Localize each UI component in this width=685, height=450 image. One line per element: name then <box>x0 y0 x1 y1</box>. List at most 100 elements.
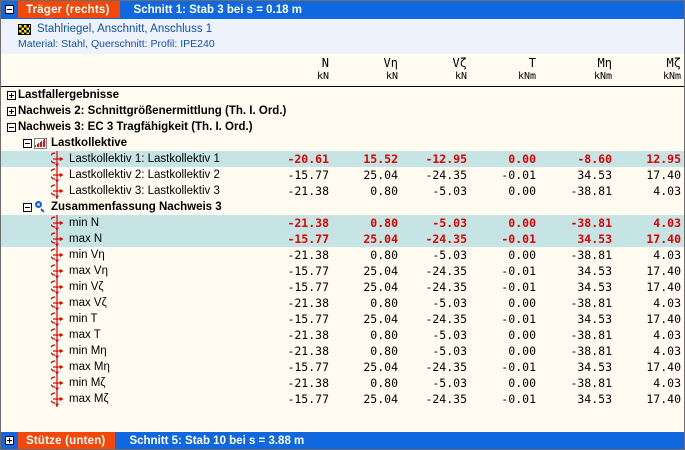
row-values: -21.38 0.80 -5.03 0.00 -38.81 4.03 <box>1 327 684 343</box>
value-cell-1: -21.38 <box>287 184 329 198</box>
minus-box-icon[interactable] <box>7 122 16 132</box>
row-expander-cell[interactable] <box>21 202 34 212</box>
node-lastkollektive[interactable]: Lastkollektive <box>1 135 684 151</box>
value-cell-4: -0.01 <box>501 392 536 406</box>
minus-box-icon[interactable] <box>23 202 32 212</box>
column-symbol: T <box>528 56 536 70</box>
checkered-section-icon <box>18 23 31 35</box>
column-header-5: Mη kNm <box>594 56 612 83</box>
row-lastkollektiv-1[interactable]: Lastkollektiv 1: Lastkollektiv 1 -20.61 15… <box>1 151 684 167</box>
member-info-details: Material: Stahl, Querschnitt: Profil: IP… <box>18 38 215 50</box>
results-tree: Lastfallergebnisse Nachweis 2: Schnittgrö… <box>1 87 684 407</box>
node-nachweis-2[interactable]: Nachweis 2: Schnittgrößenermittlung (Th.… <box>1 103 684 119</box>
value-cell-3: -5.03 <box>432 328 467 342</box>
bottom-member-name-label: Stütze (unten) <box>18 432 116 449</box>
member-header-stuetze-unten[interactable]: Stütze (unten) Schnitt 5: Stab 10 bei s … <box>1 432 684 449</box>
value-cell-2: 25.04 <box>363 392 398 406</box>
row-max-v-eta[interactable]: max Vη -15.77 25.04 -24.35 -0.01 34.53 17.40 <box>1 263 684 279</box>
value-cell-5: 34.53 <box>577 360 612 374</box>
bottom-expander-cell[interactable] <box>1 432 18 449</box>
value-cell-4: 0.00 <box>508 152 536 166</box>
value-cell-6: 4.03 <box>653 248 681 262</box>
row-min-n[interactable]: min N -21.38 0.80 -5.03 0.00 -38.81 4.03 <box>1 215 684 231</box>
row-min-m-eta[interactable]: min Mη -21.38 0.80 -5.03 0.00 -38.81 4.03 <box>1 343 684 359</box>
row-label: Lastkollektiv 3: Lastkollektiv 3 <box>69 185 220 197</box>
value-cell-4: -0.01 <box>501 312 536 326</box>
value-cell-6: 17.40 <box>646 280 681 294</box>
column-unit: kNm <box>517 71 536 82</box>
row-expander-cell[interactable] <box>5 106 18 116</box>
value-cell-1: -15.77 <box>287 280 329 294</box>
minus-box-icon[interactable] <box>5 5 14 14</box>
row-min-m-zeta[interactable]: min Mζ -21.38 0.80 -5.03 0.00 -38.81 4.03 <box>1 375 684 391</box>
value-cell-1: -15.77 <box>287 360 329 374</box>
value-cell-2: 15.52 <box>363 152 398 166</box>
value-cell-1: -21.38 <box>287 216 329 230</box>
value-cell-1: -15.77 <box>287 392 329 406</box>
value-cell-5: -38.81 <box>570 216 612 230</box>
value-cell-6: 4.03 <box>653 328 681 342</box>
row-min-v-eta[interactable]: min Vη -21.38 0.80 -5.03 0.00 -38.81 4.03 <box>1 247 684 263</box>
node-lastfallergebnisse[interactable]: Lastfallergebnisse <box>1 87 684 103</box>
row-label: max Vη <box>69 265 108 277</box>
row-min-v-zeta[interactable]: min Vζ -15.77 25.04 -24.35 -0.01 34.53 17.40 <box>1 279 684 295</box>
value-cell-4: 0.00 <box>508 248 536 262</box>
value-cell-5: -38.81 <box>570 184 612 198</box>
row-label: Lastkollektiv 1: Lastkollektiv 1 <box>69 153 220 165</box>
value-cell-6: 17.40 <box>646 360 681 374</box>
minus-box-icon[interactable] <box>23 138 32 148</box>
value-cell-3: -24.35 <box>425 360 467 374</box>
row-values: -21.38 0.80 -5.03 0.00 -38.81 4.03 <box>1 215 684 231</box>
plus-box-icon[interactable] <box>5 436 14 445</box>
row-label: Zusammenfassung Nachweis 3 <box>51 201 222 213</box>
plus-box-icon[interactable] <box>7 106 16 116</box>
row-expander-cell[interactable] <box>5 90 18 100</box>
row-max-m-zeta[interactable]: max Mζ -15.77 25.04 -24.35 -0.01 34.53 17.40 <box>1 391 684 407</box>
row-min-t[interactable]: min T -15.77 25.04 -24.35 -0.01 34.53 17.40 <box>1 311 684 327</box>
value-cell-2: 0.80 <box>370 184 398 198</box>
row-label: min T <box>69 313 98 325</box>
node-nachweis-3[interactable]: Nachweis 3: EC 3 Tragfähigkeit (Th. I. O… <box>1 119 684 135</box>
value-cell-2: 25.04 <box>363 280 398 294</box>
value-cell-6: 4.03 <box>653 376 681 390</box>
row-values: -15.77 25.04 -24.35 -0.01 34.53 17.40 <box>1 231 684 247</box>
member-info-block: Stahlriegel, Anschnitt, Anschluss 1 Mate… <box>1 19 684 54</box>
value-cell-5: 34.53 <box>577 280 612 294</box>
row-lastkollektiv-2[interactable]: Lastkollektiv 2: Lastkollektiv 2 -15.77 25… <box>1 167 684 183</box>
value-cell-2: 25.04 <box>363 312 398 326</box>
value-cell-1: -21.38 <box>287 376 329 390</box>
plus-box-icon[interactable] <box>7 90 16 100</box>
value-cell-1: -21.38 <box>287 296 329 310</box>
row-max-t[interactable]: max T -21.38 0.80 -5.03 0.00 -38.81 4.03 <box>1 327 684 343</box>
member-info-title: Stahlriegel, Anschnitt, Anschluss 1 <box>37 23 213 35</box>
row-label: Nachweis 3: EC 3 Tragfähigkeit (Th. I. O… <box>18 121 253 133</box>
row-max-m-eta[interactable]: max Mη -15.77 25.04 -24.35 -0.01 34.53 17.40 <box>1 359 684 375</box>
node-zusammenfassung-nachweis-3[interactable]: Zusammenfassung Nachweis 3 <box>1 199 684 215</box>
value-cell-4: -0.01 <box>501 168 536 182</box>
value-cell-5: 34.53 <box>577 168 612 182</box>
column-symbol: N <box>321 56 329 70</box>
internal-force-icon <box>51 215 65 231</box>
row-label: min Mη <box>69 345 107 357</box>
value-cell-2: 0.80 <box>370 344 398 358</box>
column-symbol: Mη <box>597 56 612 70</box>
value-cell-1: -21.38 <box>287 248 329 262</box>
row-max-n[interactable]: max N -15.77 25.04 -24.35 -0.01 34.53 17.40 <box>1 231 684 247</box>
row-label: max N <box>69 233 103 245</box>
row-label: min Vζ <box>69 281 104 293</box>
value-cell-5: -38.81 <box>570 248 612 262</box>
column-unit: kN <box>454 71 467 82</box>
value-cell-1: -15.77 <box>287 232 329 246</box>
bottom-member-section-label: Schnitt 5: Stab 10 bei s = 3.88 m <box>129 435 305 447</box>
value-cell-5: -38.81 <box>570 376 612 390</box>
internal-force-icon <box>51 263 65 279</box>
row-max-v-zeta[interactable]: max Vζ -21.38 0.80 -5.03 0.00 -38.81 4.03 <box>1 295 684 311</box>
row-lastkollektiv-3[interactable]: Lastkollektiv 3: Lastkollektiv 3 -21.38 0.… <box>1 183 684 199</box>
top-expander-cell[interactable] <box>1 1 18 18</box>
value-cell-5: 34.53 <box>577 392 612 406</box>
row-expander-cell[interactable] <box>5 122 18 132</box>
row-label: Lastkollektive <box>51 137 128 149</box>
member-header-traeger-rechts[interactable]: Träger (rechts) Schnitt 1: Stab 3 bei s … <box>1 1 684 19</box>
value-cell-1: -15.77 <box>287 264 329 278</box>
row-expander-cell[interactable] <box>21 138 34 148</box>
